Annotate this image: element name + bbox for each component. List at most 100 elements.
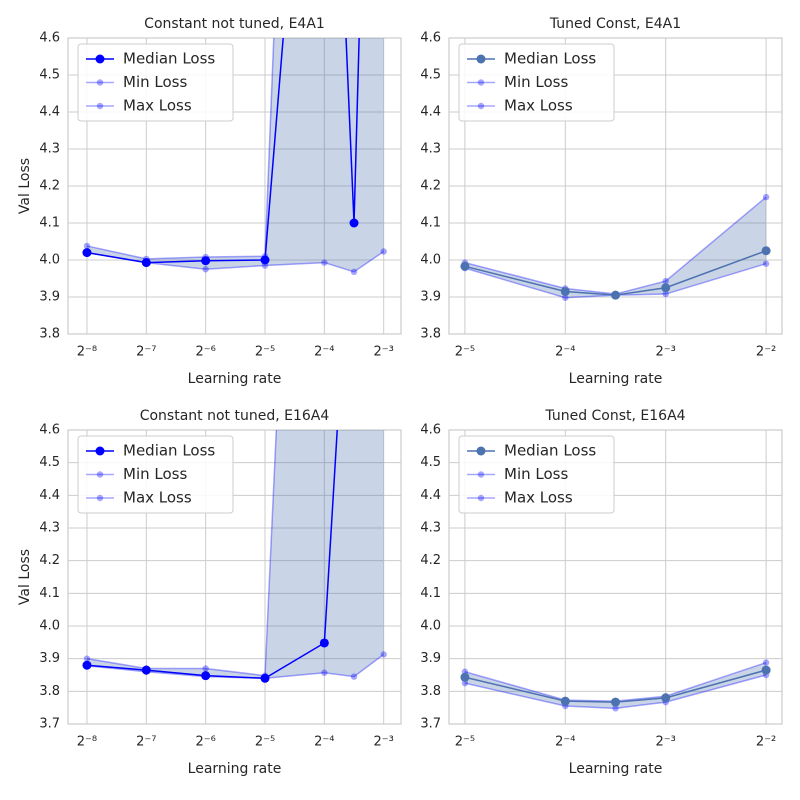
point — [82, 660, 92, 670]
x-tick-label: 2⁻⁵ — [255, 345, 275, 360]
point — [761, 665, 771, 675]
legend-marker — [96, 102, 104, 110]
legend-marker — [477, 79, 485, 86]
x-axis-label: Learning rate — [569, 761, 663, 777]
point — [560, 696, 570, 706]
point — [612, 705, 619, 712]
x-tick-label: 2⁻⁴ — [555, 345, 575, 360]
point — [460, 261, 470, 271]
legend-box — [458, 435, 615, 514]
y-tick-label: 4.3 — [39, 142, 60, 157]
y-tick-label: 4.0 — [420, 253, 441, 268]
point — [349, 218, 359, 228]
y-tick-label: 4.1 — [420, 586, 441, 601]
point — [762, 659, 770, 666]
legend-label: Median Loss — [504, 442, 596, 460]
legend-label: Min Loss — [123, 73, 187, 91]
point — [82, 248, 92, 258]
legend-box — [77, 435, 234, 514]
legend-label: Max Loss — [123, 97, 192, 115]
legend-box — [77, 43, 234, 122]
x-tick-label: 2⁻⁵ — [455, 345, 475, 360]
legend-marker — [96, 494, 104, 502]
x-tick-label: 2⁻⁵ — [255, 735, 275, 750]
y-tick-label: 3.8 — [420, 684, 441, 699]
y-tick-label: 4.5 — [420, 68, 441, 83]
plot-area — [460, 193, 771, 301]
min-max-band — [464, 662, 767, 709]
point — [762, 260, 770, 267]
legend-label: Min Loss — [504, 465, 568, 483]
y-tick-label: 4.2 — [420, 179, 441, 194]
x-tick-label: 2⁻⁴ — [314, 735, 334, 750]
legend-label: Max Loss — [504, 489, 573, 507]
point — [201, 671, 211, 681]
axes-frame — [67, 429, 402, 725]
legend-marker — [477, 471, 485, 478]
y-tick-label: 3.9 — [420, 290, 441, 305]
y-tick-label: 4.6 — [420, 31, 441, 46]
x-tick-label: 2⁻² — [756, 735, 776, 750]
subplot-title: Constant not tuned, E4A1 — [144, 16, 325, 32]
min-max-band — [86, 430, 384, 679]
point — [83, 655, 91, 662]
x-tick-label: 2⁻⁵ — [455, 735, 475, 750]
x-axis-label: Learning rate — [188, 371, 282, 387]
y-tick-label: 4.2 — [39, 179, 60, 194]
legend-label: Median Loss — [123, 442, 215, 460]
point — [661, 283, 671, 293]
legend-label: Median Loss — [123, 50, 215, 68]
legend-label: Min Loss — [123, 465, 187, 483]
min-max-band — [464, 197, 767, 298]
point — [661, 693, 671, 703]
point — [83, 242, 91, 250]
axes-frame — [67, 37, 402, 335]
legend-marker — [95, 54, 105, 64]
x-tick-label: 2⁻³ — [374, 735, 394, 750]
y-tick-label: 4.4 — [420, 105, 441, 120]
y-tick-label: 3.9 — [39, 290, 60, 305]
point — [380, 248, 387, 255]
subplot-title: Constant not tuned, E16A4 — [140, 408, 330, 424]
point — [202, 266, 209, 273]
x-tick-label: 2⁻² — [756, 345, 776, 360]
axes-frame — [448, 37, 783, 335]
plot-area — [82, 430, 387, 683]
legend-marker — [476, 54, 486, 64]
point — [350, 673, 358, 680]
y-tick-label: 4.1 — [39, 216, 60, 231]
x-tick-label: 2⁻⁴ — [314, 345, 334, 360]
plot-area — [82, 38, 387, 276]
y-tick-label: 4.0 — [39, 253, 60, 268]
x-tick-label: 2⁻⁶ — [195, 735, 215, 750]
point — [560, 286, 570, 296]
y-tick-label: 4.0 — [420, 619, 441, 634]
x-tick-label: 2⁻⁸ — [77, 345, 97, 360]
y-tick-label: 3.7 — [420, 717, 441, 732]
y-tick-label: 4.5 — [420, 455, 441, 470]
y-tick-label: 3.9 — [420, 651, 441, 666]
y-axis-label: Val Loss — [17, 549, 33, 605]
y-tick-label: 4.5 — [39, 68, 60, 83]
axes-frame — [448, 429, 783, 725]
y-tick-label: 4.2 — [420, 553, 441, 568]
y-axis-label: Val Loss — [17, 158, 33, 214]
point — [319, 638, 329, 648]
legend-marker — [477, 102, 485, 110]
point — [611, 290, 621, 300]
legend-box — [458, 43, 615, 122]
legend-label: Max Loss — [123, 489, 192, 507]
y-tick-label: 4.3 — [420, 142, 441, 157]
point — [662, 277, 669, 285]
subplot-title: Tuned Const, E4A1 — [549, 16, 681, 32]
y-tick-label: 3.9 — [39, 651, 60, 666]
y-tick-label: 3.8 — [420, 327, 441, 342]
x-tick-label: 2⁻³ — [656, 345, 676, 360]
y-tick-label: 4.4 — [39, 488, 60, 503]
point — [380, 651, 387, 658]
point — [761, 246, 771, 256]
point — [260, 255, 270, 265]
y-tick-label: 4.1 — [39, 586, 60, 601]
legend-marker — [477, 494, 485, 502]
